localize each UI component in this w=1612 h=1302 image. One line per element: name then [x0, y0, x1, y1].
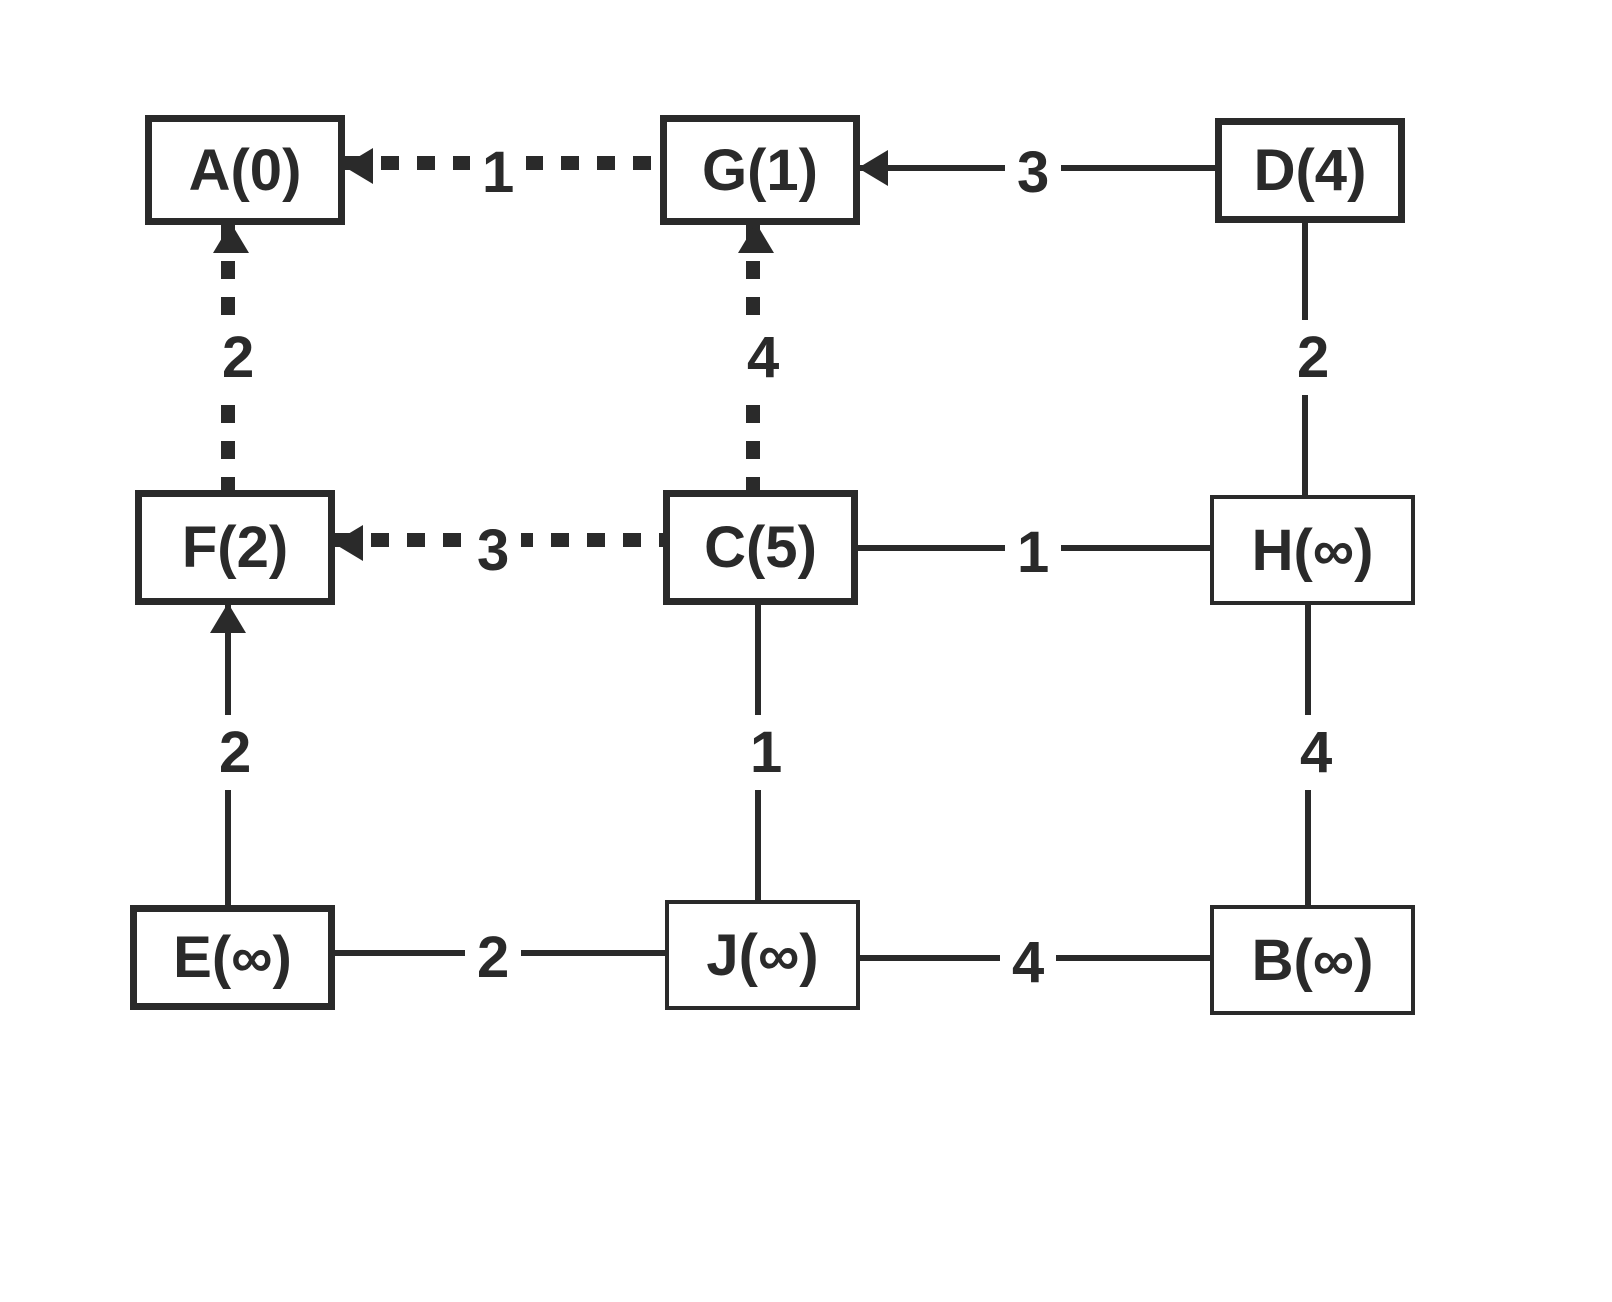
edge-weight-label: 4 [1000, 925, 1056, 1000]
edge-weight-label: 4 [735, 320, 791, 395]
node-label: J(∞) [706, 922, 818, 989]
node-label: H(∞) [1252, 517, 1374, 584]
edge-weight-label: 1 [738, 715, 794, 790]
graph-diagram: 1 3 2 4 2 3 1 2 1 4 2 4 A(0) G(1) D(4) F(2) C(5) H(∞) E(∞)… [0, 0, 1612, 1302]
node-label: A(0) [189, 137, 302, 204]
graph-node-j: J(∞) [665, 900, 860, 1010]
edge-weight-label: 4 [1288, 715, 1344, 790]
node-label: G(1) [702, 137, 818, 204]
graph-node-b: B(∞) [1210, 905, 1415, 1015]
arrow-up-icon [213, 223, 249, 253]
arrow-left-icon [333, 525, 363, 561]
edge-weight-label: 1 [470, 135, 526, 210]
edge-weight-label: 2 [465, 920, 521, 995]
edge-weight-label: 2 [1285, 320, 1341, 395]
graph-node-f: F(2) [135, 490, 335, 605]
graph-node-e: E(∞) [130, 905, 335, 1010]
graph-node-c: C(5) [663, 490, 858, 605]
arrow-up-icon [738, 223, 774, 253]
edge-weight-label: 2 [207, 715, 263, 790]
edge-weight-label: 3 [465, 513, 521, 588]
edge-weight-label: 3 [1005, 135, 1061, 210]
graph-node-a: A(0) [145, 115, 345, 225]
graph-node-g: G(1) [660, 115, 860, 225]
arrow-up-icon [210, 603, 246, 633]
edge-weight-label: 2 [210, 320, 266, 395]
node-label: B(∞) [1252, 927, 1374, 994]
node-label: C(5) [704, 514, 817, 581]
arrow-left-icon [858, 150, 888, 186]
node-label: F(2) [182, 514, 288, 581]
node-label: E(∞) [173, 924, 292, 991]
graph-node-h: H(∞) [1210, 495, 1415, 605]
node-label: D(4) [1254, 137, 1367, 204]
edge-weight-label: 1 [1005, 515, 1061, 590]
arrow-left-icon [343, 148, 373, 184]
graph-node-d: D(4) [1215, 118, 1405, 223]
